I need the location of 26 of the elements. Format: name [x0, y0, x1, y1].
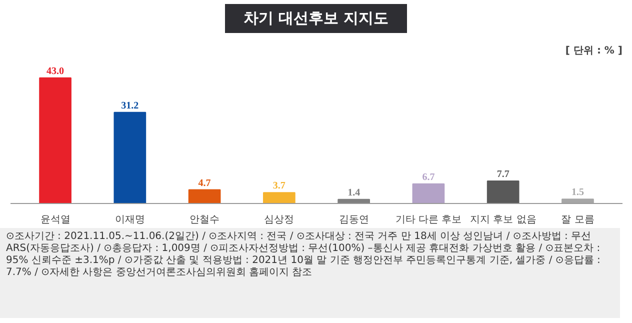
data-label: 3.7 [272, 180, 286, 192]
text: ⊙조사기간 : 2021.11.05.~11.06.(2일간) / ⊙조사지역 : 전국 / ⊙조사대상 : 전국 거주 만 18세 이상 성인남녀 / ⊙조사방법 : 무선 ARS(자동응답조사) / ⊙총응답자 : 1,009명 / ⊙피조사자선정방법 : 무선(100%) –통신사 제공 휴대전화 가상번호 활용 / ⊙표본오차 : 95% 신뢰수준 ±3.1%p / ⊙가중값 산출 및 적용방법 : 2021년 10월 말 기준 행정안전부 주민등록인구통계 기준, 셀가중 / ⊙응답률 : 7.7% / ⊙자세한 사항은 중앙선거여론조사심의위원회 홈페이지 참조 [6, 231, 602, 279]
x-tick-label: 윤석열 [40, 214, 70, 226]
data-label: 43.0 [46, 66, 64, 77]
data-label: 1.4 [348, 187, 360, 198]
text: [ 단위 : % ] [565, 46, 623, 56]
chart-title: 차기 대선후보 지지도 [225, 4, 407, 33]
bar [114, 112, 146, 204]
x-tick-label: 이재명 [114, 214, 145, 226]
x-tick-label: 기타 다른 후보 [395, 214, 462, 226]
data-label: 1.5 [571, 187, 584, 198]
bar [486, 180, 520, 204]
data-label: 31.2 [121, 100, 139, 112]
x-tick-label: 심상정 [264, 214, 294, 226]
data-label: 4.7 [198, 178, 211, 189]
x-tick-label: 잘 모름 [561, 214, 594, 226]
bar [263, 192, 296, 204]
x-tick-label: 안철수 [190, 214, 220, 226]
data-label: 6.7 [422, 172, 435, 183]
bar [562, 198, 594, 204]
data-label: 7.7 [496, 168, 510, 180]
bar [412, 183, 445, 204]
bar [188, 189, 221, 204]
x-tick-label: 지지 후보 없음 [470, 214, 536, 226]
x-tick-label: 김동연 [338, 214, 369, 226]
bar [39, 77, 72, 204]
